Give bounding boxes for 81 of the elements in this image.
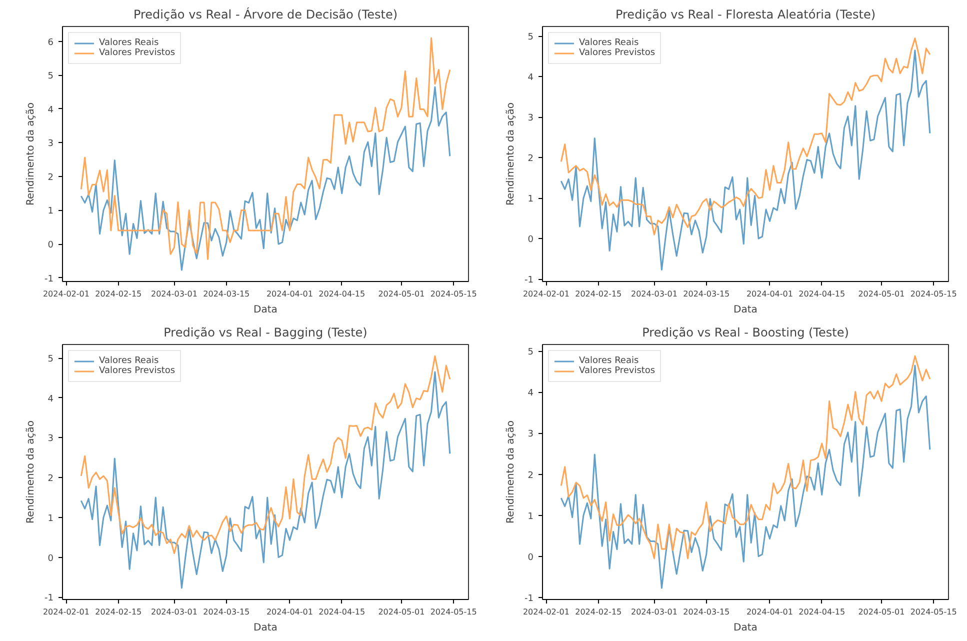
legend-label: Valores Previstos	[579, 366, 656, 376]
y-tick-label: -1	[524, 594, 534, 604]
y-tick-label: -1	[44, 594, 54, 604]
y-tick-label: 5	[528, 32, 534, 43]
x-tick-label: 2024-03-15	[683, 608, 730, 616]
y-tick-label: 1	[48, 514, 54, 524]
x-tick-label: 2024-04-01	[266, 290, 313, 298]
y-tick-label: 6	[48, 38, 54, 48]
x-tick-label: 2024-05-15	[910, 290, 957, 298]
legend-label: Valores Previstos	[99, 48, 176, 58]
y-tick-label: 2	[48, 172, 54, 183]
x-tick-label: 2024-02-01	[42, 608, 90, 616]
y-axis-title: Rendimento da ação	[26, 420, 37, 524]
x-tick-label: 2024-05-15	[910, 608, 957, 616]
y-tick-label: 4	[528, 388, 534, 399]
x-tick-label: 2024-02-01	[42, 290, 90, 298]
y-tick-label: 4	[48, 394, 54, 404]
x-tick-label: 2024-02-15	[575, 608, 622, 616]
legend-label: Valores Previstos	[99, 366, 176, 376]
y-tick-label: 0	[528, 235, 534, 246]
x-tick-label: 2024-05-01	[378, 608, 425, 616]
chart-title: Predição vs Real - Árvore de Decisão (Teste)	[133, 6, 398, 22]
x-tick-label: 2024-05-01	[858, 290, 905, 298]
y-tick-label: 4	[528, 73, 534, 84]
x-tick-label: 2024-05-01	[378, 290, 425, 298]
x-tick-label: 2024-02-01	[522, 608, 570, 616]
chart-title: Predição vs Real - Boosting (Teste)	[642, 326, 849, 340]
x-axis-title: Data	[254, 304, 278, 316]
y-tick-label: 2	[528, 154, 534, 164]
x-tick-label: 2024-04-15	[318, 290, 366, 298]
x-tick-label: 2024-02-15	[95, 608, 142, 616]
legend-label: Valores Reais	[99, 38, 159, 48]
x-tick-label: 2024-04-01	[746, 608, 793, 616]
y-tick-label: 5	[48, 354, 54, 365]
y-tick-label: 2	[48, 474, 54, 484]
y-tick-label: 2	[528, 470, 534, 481]
y-axis-title: Rendimento da ação	[506, 420, 517, 524]
x-tick-label: 2024-02-01	[522, 290, 570, 298]
legend-label: Valores Reais	[579, 38, 639, 48]
x-tick-label: 2024-03-01	[630, 608, 678, 616]
x-tick-label: 2024-04-15	[318, 608, 366, 616]
x-tick-label: 2024-05-15	[430, 608, 477, 616]
y-axis-title: Rendimento da ação	[26, 102, 37, 206]
y-tick-label: 4	[48, 105, 54, 116]
x-tick-label: 2024-03-01	[630, 290, 678, 298]
y-tick-label: -1	[44, 274, 54, 284]
y-tick-label: 3	[528, 114, 534, 124]
x-tick-label: 2024-04-01	[746, 290, 793, 298]
y-tick-label: 5	[528, 348, 534, 358]
x-tick-label: 2024-04-15	[798, 608, 846, 616]
x-tick-label: 2024-05-15	[430, 290, 477, 298]
x-tick-label: 2024-02-15	[575, 290, 622, 298]
chart-title: Predição vs Real - Floresta Aleatória (Teste)	[615, 8, 876, 22]
y-tick-label: 0	[48, 554, 54, 564]
y-tick-label: -1	[524, 276, 534, 286]
x-axis-title: Data	[734, 304, 758, 316]
y-tick-label: 1	[48, 206, 54, 217]
legend-label: Valores Previstos	[579, 48, 656, 58]
x-tick-label: 2024-03-01	[150, 290, 198, 298]
x-tick-label: 2024-03-15	[203, 608, 250, 616]
y-tick-label: 3	[48, 434, 54, 444]
y-tick-label: 1	[528, 512, 534, 522]
y-tick-label: 3	[48, 139, 54, 150]
y-tick-label: 0	[528, 552, 534, 563]
y-tick-label: 3	[528, 430, 534, 440]
y-tick-label: 5	[48, 72, 54, 82]
x-axis-title: Data	[254, 622, 278, 634]
x-tick-label: 2024-03-15	[203, 290, 250, 298]
x-tick-label: 2024-04-01	[266, 608, 313, 616]
y-tick-label: 1	[528, 194, 534, 205]
x-axis-title: Data	[734, 622, 758, 634]
chart-title: Predição vs Real - Bagging (Teste)	[164, 326, 368, 340]
x-tick-label: 2024-03-15	[683, 290, 730, 298]
legend-label: Valores Reais	[579, 356, 639, 366]
legend-label: Valores Reais	[99, 356, 159, 366]
x-tick-label: 2024-02-15	[95, 290, 142, 298]
x-tick-label: 2024-04-15	[798, 290, 846, 298]
y-axis-title: Rendimento da ação	[506, 102, 517, 206]
y-tick-label: 0	[48, 240, 54, 251]
x-tick-label: 2024-03-01	[150, 608, 198, 616]
x-tick-label: 2024-05-01	[858, 608, 905, 616]
